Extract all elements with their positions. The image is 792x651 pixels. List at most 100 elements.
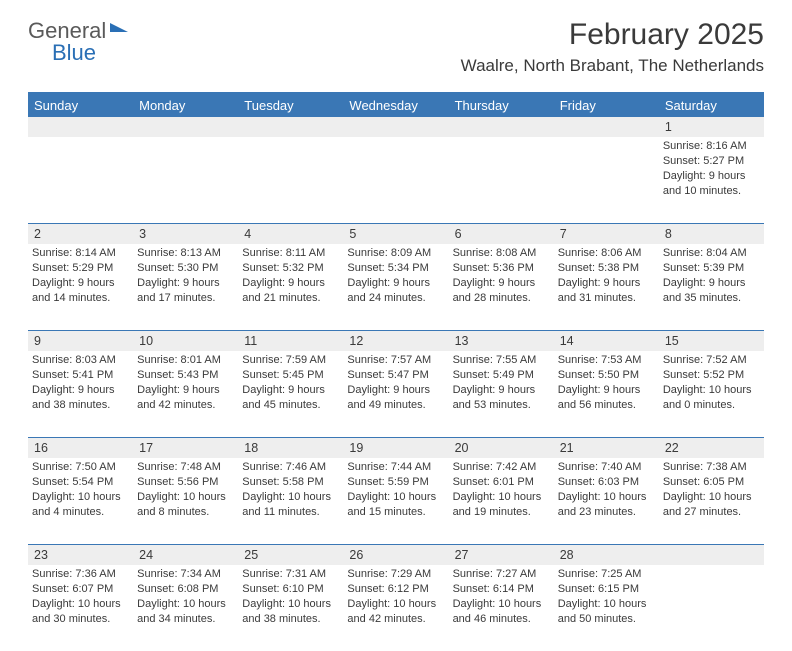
calendar-cell: Sunrise: 7:36 AMSunset: 6:07 PMDaylight:… <box>28 565 133 651</box>
page-header: General February 2025 Waalre, North Brab… <box>0 0 792 82</box>
calendar-cell: Sunrise: 7:27 AMSunset: 6:14 PMDaylight:… <box>449 565 554 651</box>
day-info: Sunrise: 8:03 AMSunset: 5:41 PMDaylight:… <box>32 351 129 412</box>
calendar-cell: Sunrise: 7:44 AMSunset: 5:59 PMDaylight:… <box>343 458 448 544</box>
day-number: 2 <box>28 224 133 244</box>
day-number <box>554 117 659 137</box>
calendar-cell: Sunrise: 8:03 AMSunset: 5:41 PMDaylight:… <box>28 351 133 437</box>
day-number: 7 <box>554 224 659 244</box>
day-info: Sunrise: 7:53 AMSunset: 5:50 PMDaylight:… <box>558 351 655 412</box>
day-info: Sunrise: 7:34 AMSunset: 6:08 PMDaylight:… <box>137 565 234 626</box>
calendar-cell <box>659 565 764 651</box>
calendar-cell: Sunrise: 8:16 AMSunset: 5:27 PMDaylight:… <box>659 137 764 223</box>
day-info: Sunrise: 7:50 AMSunset: 5:54 PMDaylight:… <box>32 458 129 519</box>
day-header: Sunday <box>28 94 133 117</box>
day-info: Sunrise: 8:01 AMSunset: 5:43 PMDaylight:… <box>137 351 234 412</box>
day-number: 1 <box>659 117 764 137</box>
day-info: Sunrise: 7:38 AMSunset: 6:05 PMDaylight:… <box>663 458 760 519</box>
day-number <box>238 117 343 137</box>
calendar-cell: Sunrise: 7:53 AMSunset: 5:50 PMDaylight:… <box>554 351 659 437</box>
day-info: Sunrise: 7:29 AMSunset: 6:12 PMDaylight:… <box>347 565 444 626</box>
calendar-cell: Sunrise: 8:04 AMSunset: 5:39 PMDaylight:… <box>659 244 764 330</box>
day-info: Sunrise: 7:44 AMSunset: 5:59 PMDaylight:… <box>347 458 444 519</box>
day-number: 20 <box>449 438 554 458</box>
day-header: Tuesday <box>238 94 343 117</box>
day-header: Wednesday <box>343 94 448 117</box>
day-number <box>659 545 764 565</box>
day-number: 5 <box>343 224 448 244</box>
calendar-cell: Sunrise: 7:34 AMSunset: 6:08 PMDaylight:… <box>133 565 238 651</box>
calendar-cell <box>554 137 659 223</box>
day-info: Sunrise: 7:46 AMSunset: 5:58 PMDaylight:… <box>242 458 339 519</box>
day-info: Sunrise: 8:09 AMSunset: 5:34 PMDaylight:… <box>347 244 444 305</box>
day-number: 17 <box>133 438 238 458</box>
day-number: 13 <box>449 331 554 351</box>
day-info: Sunrise: 7:42 AMSunset: 6:01 PMDaylight:… <box>453 458 550 519</box>
day-number: 24 <box>133 545 238 565</box>
day-info: Sunrise: 7:31 AMSunset: 6:10 PMDaylight:… <box>242 565 339 626</box>
day-number: 3 <box>133 224 238 244</box>
day-number: 8 <box>659 224 764 244</box>
calendar-cell: Sunrise: 8:01 AMSunset: 5:43 PMDaylight:… <box>133 351 238 437</box>
day-number: 18 <box>238 438 343 458</box>
day-number: 9 <box>28 331 133 351</box>
calendar-cell <box>343 137 448 223</box>
day-number: 14 <box>554 331 659 351</box>
calendar-cell: Sunrise: 8:09 AMSunset: 5:34 PMDaylight:… <box>343 244 448 330</box>
day-number <box>449 117 554 137</box>
day-header: Monday <box>133 94 238 117</box>
day-number: 22 <box>659 438 764 458</box>
day-info: Sunrise: 8:06 AMSunset: 5:38 PMDaylight:… <box>558 244 655 305</box>
calendar-cell <box>449 137 554 223</box>
calendar-cell <box>238 137 343 223</box>
day-info: Sunrise: 8:14 AMSunset: 5:29 PMDaylight:… <box>32 244 129 305</box>
month-title: February 2025 <box>461 18 764 52</box>
day-info: Sunrise: 7:36 AMSunset: 6:07 PMDaylight:… <box>32 565 129 626</box>
day-number: 15 <box>659 331 764 351</box>
day-number: 27 <box>449 545 554 565</box>
day-number: 12 <box>343 331 448 351</box>
calendar-cell: Sunrise: 8:06 AMSunset: 5:38 PMDaylight:… <box>554 244 659 330</box>
calendar: Sunday Monday Tuesday Wednesday Thursday… <box>28 92 764 651</box>
day-info: Sunrise: 8:04 AMSunset: 5:39 PMDaylight:… <box>663 244 760 305</box>
day-info: Sunrise: 8:08 AMSunset: 5:36 PMDaylight:… <box>453 244 550 305</box>
calendar-cell: Sunrise: 7:40 AMSunset: 6:03 PMDaylight:… <box>554 458 659 544</box>
day-header: Thursday <box>449 94 554 117</box>
day-number: 26 <box>343 545 448 565</box>
calendar-cell: Sunrise: 8:14 AMSunset: 5:29 PMDaylight:… <box>28 244 133 330</box>
day-info: Sunrise: 7:55 AMSunset: 5:49 PMDaylight:… <box>453 351 550 412</box>
day-info: Sunrise: 7:48 AMSunset: 5:56 PMDaylight:… <box>137 458 234 519</box>
day-number: 19 <box>343 438 448 458</box>
day-header: Friday <box>554 94 659 117</box>
day-number: 10 <box>133 331 238 351</box>
day-number: 4 <box>238 224 343 244</box>
day-info: Sunrise: 8:11 AMSunset: 5:32 PMDaylight:… <box>242 244 339 305</box>
day-number: 6 <box>449 224 554 244</box>
day-number: 23 <box>28 545 133 565</box>
location-label: Waalre, North Brabant, The Netherlands <box>461 56 764 76</box>
calendar-cell: Sunrise: 8:08 AMSunset: 5:36 PMDaylight:… <box>449 244 554 330</box>
day-number <box>28 117 133 137</box>
calendar-cell: Sunrise: 7:57 AMSunset: 5:47 PMDaylight:… <box>343 351 448 437</box>
day-number: 25 <box>238 545 343 565</box>
calendar-cell: Sunrise: 7:25 AMSunset: 6:15 PMDaylight:… <box>554 565 659 651</box>
day-number <box>343 117 448 137</box>
triangle-icon <box>110 23 128 32</box>
calendar-cell: Sunrise: 7:52 AMSunset: 5:52 PMDaylight:… <box>659 351 764 437</box>
calendar-cell: Sunrise: 8:11 AMSunset: 5:32 PMDaylight:… <box>238 244 343 330</box>
day-number: 28 <box>554 545 659 565</box>
day-info: Sunrise: 8:13 AMSunset: 5:30 PMDaylight:… <box>137 244 234 305</box>
day-info: Sunrise: 7:40 AMSunset: 6:03 PMDaylight:… <box>558 458 655 519</box>
calendar-cell: Sunrise: 7:46 AMSunset: 5:58 PMDaylight:… <box>238 458 343 544</box>
calendar-cell: Sunrise: 7:31 AMSunset: 6:10 PMDaylight:… <box>238 565 343 651</box>
day-info: Sunrise: 7:59 AMSunset: 5:45 PMDaylight:… <box>242 351 339 412</box>
day-header: Saturday <box>659 94 764 117</box>
day-info: Sunrise: 7:52 AMSunset: 5:52 PMDaylight:… <box>663 351 760 412</box>
calendar-cell <box>133 137 238 223</box>
brand-part2-wrap: Blue <box>52 40 96 66</box>
day-info: Sunrise: 7:27 AMSunset: 6:14 PMDaylight:… <box>453 565 550 626</box>
day-info: Sunrise: 7:57 AMSunset: 5:47 PMDaylight:… <box>347 351 444 412</box>
day-info: Sunrise: 7:25 AMSunset: 6:15 PMDaylight:… <box>558 565 655 626</box>
day-header-row: Sunday Monday Tuesday Wednesday Thursday… <box>28 94 764 117</box>
day-number: 11 <box>238 331 343 351</box>
weeks-container: 1Sunrise: 8:16 AMSunset: 5:27 PMDaylight… <box>28 117 764 651</box>
